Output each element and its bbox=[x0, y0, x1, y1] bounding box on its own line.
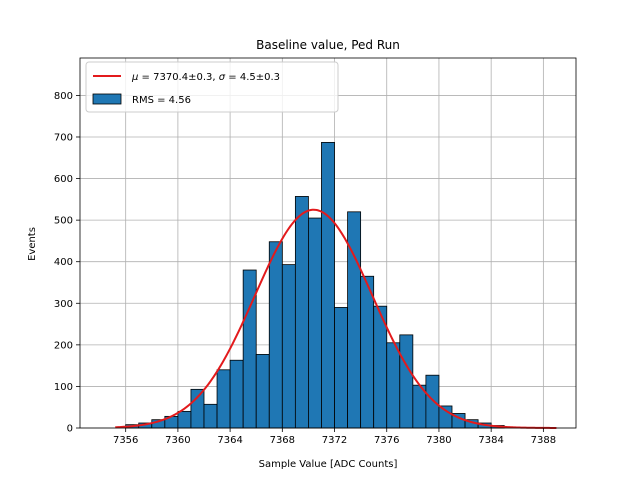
y-tick-label: 100 bbox=[54, 382, 73, 393]
histogram-bar bbox=[281, 264, 296, 429]
legend-sigma-symbol: σ bbox=[219, 72, 226, 83]
x-tick-label: 7376 bbox=[374, 435, 399, 446]
y-tick-label: 200 bbox=[54, 340, 73, 351]
y-axis-label: Events bbox=[27, 227, 38, 261]
chart-title: Baseline value, Ped Run bbox=[256, 38, 400, 52]
y-tick-label: 400 bbox=[54, 257, 73, 268]
y-tick-label: 0 bbox=[67, 424, 73, 435]
histogram-bar bbox=[347, 211, 362, 429]
histogram-bar bbox=[203, 403, 218, 429]
histogram-bar bbox=[229, 359, 244, 429]
x-axis-label: Sample Value [ADC Counts] bbox=[259, 459, 398, 470]
x-axis: 7356 7360 7364 7368 7372 7376 7380 7384 7388 bbox=[113, 428, 556, 446]
x-tick-label: 7368 bbox=[270, 435, 295, 446]
legend: μ = 7370.4±0.3, σ = 4.5±0.3 RMS = 4.56 bbox=[85, 61, 339, 113]
legend-sigma-value: = 4.5±0.3 bbox=[225, 72, 280, 83]
y-axis: 0 100 200 300 400 500 600 700 800 bbox=[54, 91, 80, 435]
histogram-bar bbox=[268, 241, 283, 429]
histogram-bar bbox=[216, 369, 231, 429]
histogram-bar bbox=[177, 410, 192, 429]
x-tick-label: 7360 bbox=[165, 435, 190, 446]
histogram-bar bbox=[190, 388, 205, 429]
histogram-bar bbox=[425, 374, 440, 429]
plot-frame bbox=[79, 57, 577, 429]
histogram-bar bbox=[334, 307, 348, 429]
histogram-bar bbox=[242, 269, 257, 429]
y-tick-label: 800 bbox=[54, 91, 73, 102]
y-tick-label: 600 bbox=[54, 174, 73, 185]
legend-hist-swatch bbox=[92, 93, 122, 105]
histogram-bar bbox=[321, 141, 335, 429]
x-tick-label: 7372 bbox=[322, 435, 347, 446]
x-tick-label: 7388 bbox=[531, 435, 556, 446]
legend-box bbox=[85, 61, 339, 113]
legend-fit-label: μ = 7370.4±0.3, σ = 4.5±0.3 bbox=[131, 72, 280, 83]
y-tick-label: 700 bbox=[54, 132, 73, 143]
x-tick-label: 7364 bbox=[217, 435, 242, 446]
y-tick-label: 300 bbox=[54, 299, 73, 310]
histogram-bar bbox=[255, 354, 270, 429]
x-tick-label: 7380 bbox=[426, 435, 451, 446]
histogram-bar bbox=[386, 342, 401, 429]
histogram-bar bbox=[399, 334, 414, 429]
histogram-bar bbox=[294, 196, 309, 429]
legend-hist-label: RMS = 4.56 bbox=[132, 95, 191, 106]
fit-curve bbox=[115, 208, 557, 429]
histogram-bar bbox=[360, 275, 375, 429]
x-tick-label: 7384 bbox=[478, 435, 503, 446]
x-tick-label: 7356 bbox=[113, 435, 138, 446]
legend-mu-symbol: μ bbox=[131, 72, 138, 83]
fit-curve-group bbox=[115, 208, 557, 429]
legend-mu-value: = 7370.4±0.3, bbox=[138, 72, 218, 83]
histogram-bar bbox=[308, 217, 322, 429]
y-tick-label: 500 bbox=[54, 216, 73, 227]
